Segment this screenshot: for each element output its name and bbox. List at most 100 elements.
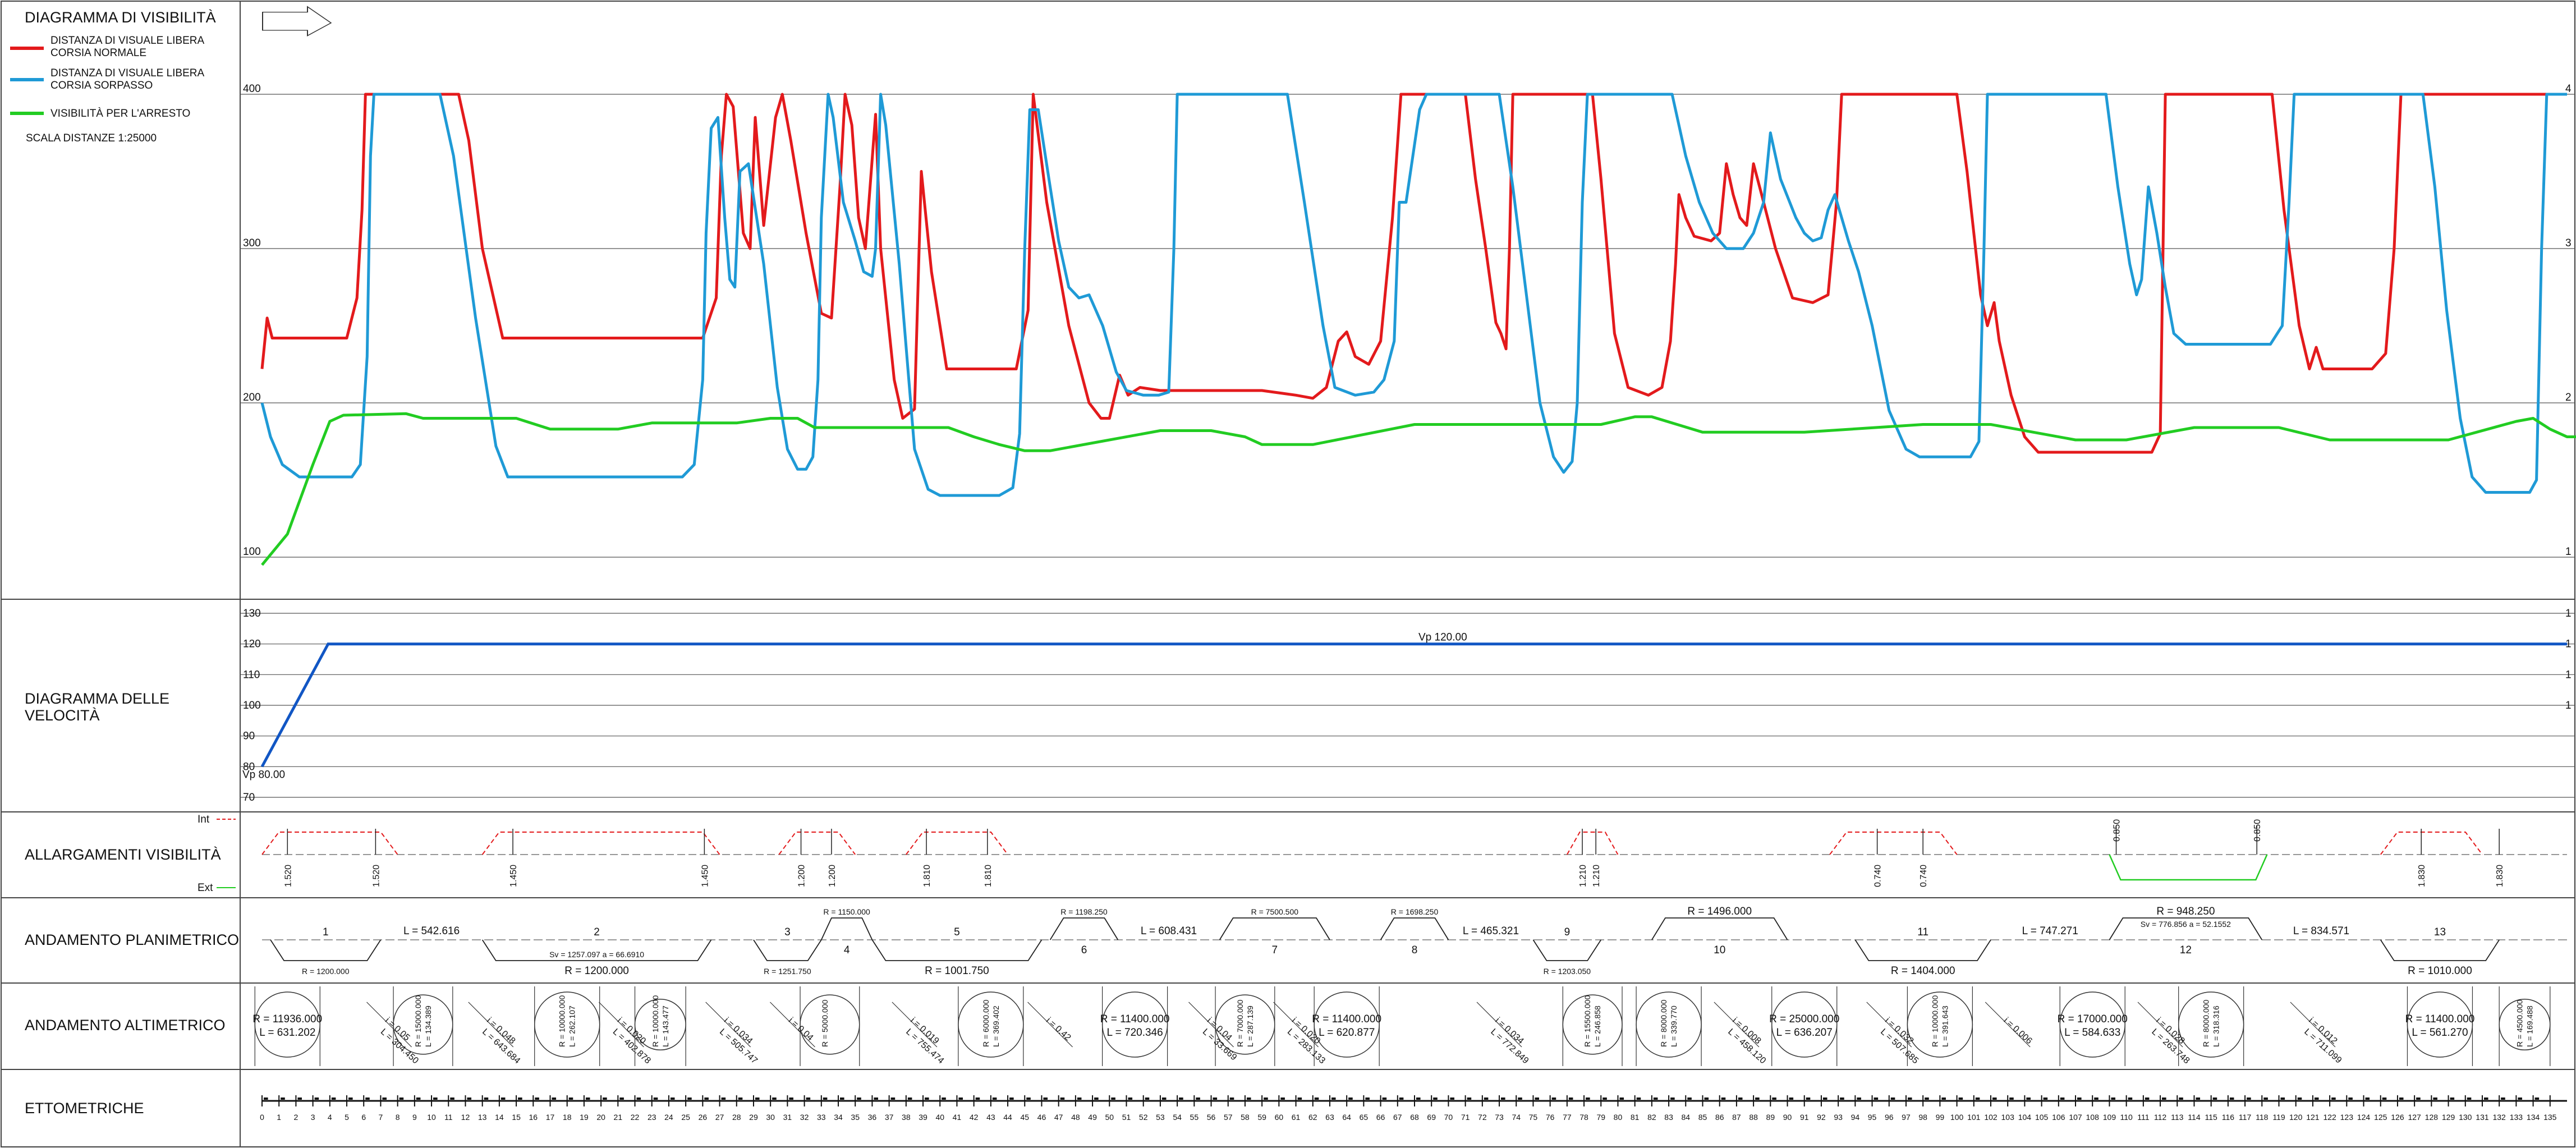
hecto-label: 26 [699,1113,708,1122]
hecto-label: 121 [2306,1113,2320,1122]
hecto-label: 83 [1664,1113,1673,1122]
plan-element-number: 12 [2180,944,2192,956]
plan-curve-extra: Sv = 1257.097 a = 66.6910 [549,950,644,959]
hecto-label: 102 [1984,1113,1998,1122]
legend-normal-line2: CORSIA NORMALE [50,47,146,59]
plan-curve-radius: R = 1010.000 [2408,965,2472,977]
hecto-label: 27 [715,1113,724,1122]
hecto-label: 104 [2018,1113,2032,1122]
speed-title-line2: VELOCITÀ [25,707,100,724]
vertical-curve-radius: R = 11400.000 [2405,1013,2475,1025]
hecto-label: 119 [2272,1113,2285,1122]
hecto-label: 53 [1156,1113,1165,1122]
hecto-label: 32 [800,1113,809,1122]
hecto-label: 122 [2323,1113,2336,1122]
hecto-label: 118 [2256,1113,2269,1122]
hecto-label: 88 [1749,1113,1758,1122]
hecto-label: 17 [546,1113,555,1122]
hecto-label: 11 [444,1113,453,1122]
hecto-label: 25 [681,1113,690,1122]
grade-line [2137,1002,2183,1048]
vertical-curve-radius: R = 7000.000 [1236,999,1245,1047]
hecto-label: 117 [2239,1113,2252,1122]
speed-y-tick-label: 120 [243,639,261,650]
int-zone-value: 1.520 [283,865,293,887]
hecto-label: 89 [1766,1113,1775,1122]
int-zone-value: 0.740 [1919,865,1928,887]
hecto-label: 21 [614,1113,623,1122]
int-zone-3 [906,832,1008,855]
speed-y-tick-label: 70 [243,792,255,803]
visibility-title: DIAGRAMMA DI VISIBILITÀ [25,9,216,26]
hecto-label: 28 [732,1113,741,1122]
hecto-label: 48 [1071,1113,1080,1122]
hecto-label: 50 [1105,1113,1114,1122]
plan-curve-13 [2380,939,2500,961]
hecto-label: 94 [1851,1113,1860,1122]
plan-element-number: 6 [1081,944,1087,956]
plan-curve-radius: R = 948.250 [2156,906,2215,917]
grade-line [1476,1002,1522,1048]
legend-stop-label: VISIBILITÀ PER L'ARRESTO [50,108,190,120]
hecto-label: 130 [2459,1113,2472,1122]
int-zone-4 [1566,832,1619,855]
int-zone-value: 1.830 [2417,865,2427,887]
plan-straight-length: L = 542.616 [403,925,460,937]
plan-curve-radius: R = 1198.250 [1060,907,1108,916]
hecto-label: 110 [2120,1113,2133,1122]
y-tick-right-label: 1 [2565,546,2572,558]
plan-element-number: 3 [784,926,791,938]
vertical-curve-radius: R = 11936.000 [252,1013,322,1025]
hecto-label: 23 [648,1113,656,1122]
vertical-curve-radius: R = 25000.000 [1769,1013,1839,1025]
speed-series: Vp 120.00 Vp 80.00 [242,632,2567,780]
direction-arrow-icon [262,6,332,36]
hecto-label: 7 [379,1113,383,1122]
hecto-label: 13 [478,1113,487,1122]
vertical-curve-length: L = 369.402 [991,1005,1000,1047]
hecto-label: 41 [953,1113,962,1122]
plan-curve-radius: R = 1200.000 [302,967,350,976]
hecto-label: 86 [1715,1113,1724,1122]
plan-element-number: 8 [1412,944,1418,956]
hecto-label: 93 [1834,1113,1843,1122]
hecto-label: 111 [2137,1113,2149,1122]
visibility-series-2 [261,412,2576,566]
hecto-label: 59 [1257,1113,1266,1122]
visibility-series-0 [260,93,2567,454]
grade-line [1188,1002,1234,1048]
hecto-label: 46 [1037,1113,1046,1122]
hecto-label: 49 [1088,1113,1097,1122]
vertical-curve-radius: R = 10000.000 [1930,995,1939,1047]
hecto-label: 22 [631,1113,640,1122]
vertical-curve-length: L = 561.270 [2412,1027,2468,1039]
hecto-label: 96 [1885,1113,1894,1122]
widening-title: ALLARGAMENTI VISIBILITÀ [25,846,221,863]
vertical-curve-length: L = 262.107 [568,1005,577,1047]
hecto-label: 105 [2035,1113,2049,1122]
hecto-label: 5 [345,1113,349,1122]
hecto-label: 106 [2052,1113,2065,1122]
grade-line [892,1002,938,1048]
grade-line [468,1002,514,1048]
hecto-label: 0 [260,1113,264,1122]
plan-curve-radius: R = 1496.000 [1687,906,1752,917]
hecto-label: 61 [1292,1113,1301,1122]
hecto-label: 114 [2188,1113,2201,1122]
vertical-curve-circle [1562,994,1623,1055]
hecto-label: 81 [1631,1113,1640,1122]
vertical-curve-radius: R = 15000.000 [414,995,423,1047]
speed-right-tick-label: 1 [2565,700,2572,711]
plan-curve-radius: R = 1404.000 [1891,965,1955,977]
hecto-label: 71 [1461,1113,1470,1122]
hecto-label: 33 [817,1113,826,1122]
int-zone-value: 1.210 [1592,865,1601,887]
plan-element-number: 5 [954,926,960,938]
hecto-label: 108 [2086,1113,2100,1122]
hecto-label: 43 [986,1113,995,1122]
y-tick-label: 200 [243,392,261,403]
grade-value: i = 0.006 [2002,1016,2034,1046]
plan-element-number: 2 [594,926,600,938]
hecto-ruler: 0 1 2 3 4 5 6 7 8 9 10 11 12 13 14 15 16 17 18 19 20 21 22 23 24… [260,1095,2567,1122]
